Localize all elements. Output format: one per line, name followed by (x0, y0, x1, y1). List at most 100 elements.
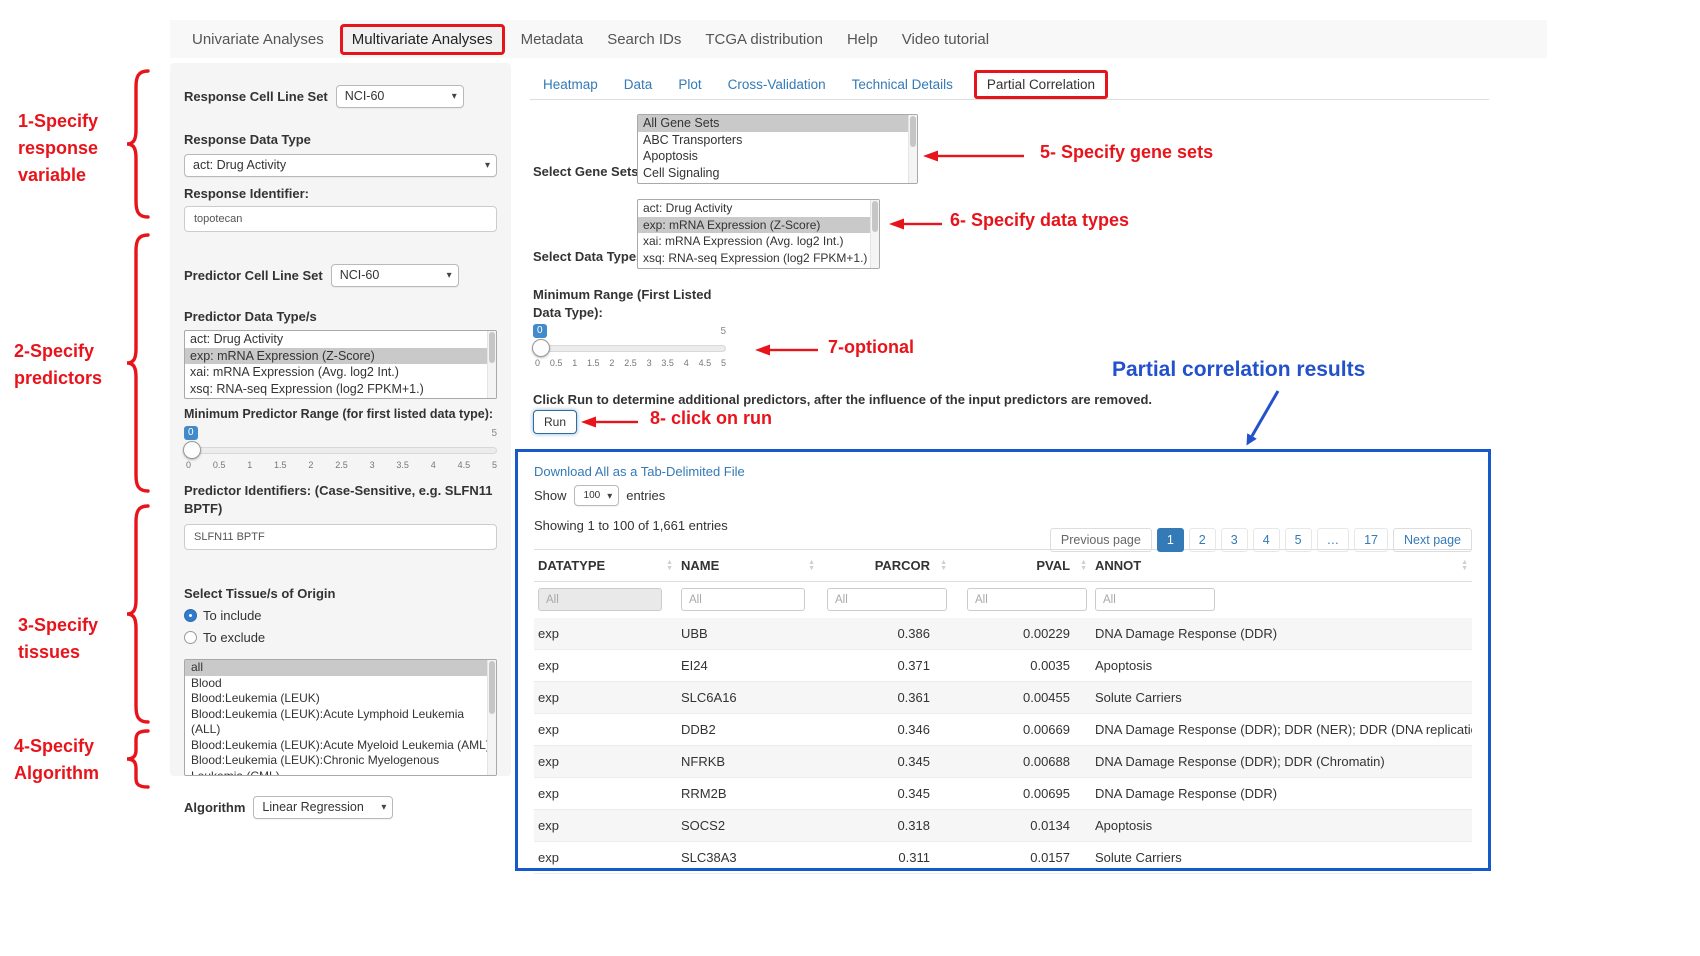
data-types-listbox[interactable]: act: Drug Activity exp: mRNA Expression (… (637, 199, 880, 269)
table-row[interactable]: exp UBB 0.386 0.00229 DNA Damage Respons… (534, 618, 1472, 650)
run-button[interactable]: Run (533, 410, 578, 434)
scrollbar-thumb[interactable] (489, 332, 495, 363)
entries-count-select[interactable]: 100 ▾ (573, 485, 620, 506)
listbox-option[interactable]: exp: mRNA Expression (Z-Score) (638, 216, 879, 233)
page-number-button[interactable]: 3 (1220, 528, 1248, 552)
slider-track[interactable] (533, 345, 726, 352)
page-number-button[interactable]: 1 (1156, 528, 1184, 552)
page-number-button[interactable]: 5 (1284, 528, 1312, 552)
column-header-pval[interactable]: PVAL ▲ ▼ (1036, 558, 1087, 573)
scrollbar[interactable] (487, 331, 496, 398)
next-page-button[interactable]: Next page (1393, 528, 1472, 552)
filter-input-datatype[interactable] (538, 588, 662, 611)
nav-tab[interactable]: Univariate Analyses (192, 30, 324, 48)
page-number-button[interactable]: 2 (1188, 528, 1216, 552)
listbox-option[interactable]: act: Drug Activity (643, 201, 733, 215)
slider-handle[interactable] (183, 441, 201, 459)
nav-tab[interactable]: Metadata (520, 30, 584, 48)
response-data-type-select[interactable]: act: Drug Activity ▾ (184, 154, 497, 177)
table-row[interactable]: exp SLC6A16 0.361 0.00455 Solute Carrier… (534, 682, 1472, 714)
analysis-tab[interactable]: Data (623, 77, 653, 92)
nav-tab[interactable]: Help (846, 30, 878, 48)
filter-input-annot[interactable] (1095, 588, 1215, 611)
filter-input-pval[interactable] (967, 588, 1087, 611)
sort-icon[interactable]: ▲ ▼ (666, 558, 673, 572)
listbox-option[interactable]: Blood:Leukemia (LEUK) (191, 691, 320, 705)
analysis-tab[interactable]: Plot (678, 77, 702, 92)
download-link[interactable]: Download All as a Tab-Delimited File (534, 464, 745, 479)
page-number-button[interactable]: 4 (1252, 528, 1280, 552)
table-row[interactable]: exp NFRKB 0.345 0.00688 DNA Damage Respo… (534, 746, 1472, 778)
column-header-datatype[interactable]: DATATYPE ▲ ▼ (538, 558, 673, 573)
listbox-option[interactable]: Cell Signaling (643, 165, 720, 180)
response-identifier-label: Response Identifier: (184, 186, 309, 201)
listbox-option[interactable]: xsq: RNA-seq Expression (log2 FPKM+1.) (190, 381, 424, 396)
scrollbar-thumb[interactable] (872, 201, 878, 233)
table-row[interactable]: exp EI24 0.371 0.0035 Apoptosis (534, 650, 1472, 682)
scrollbar[interactable] (870, 200, 879, 268)
sort-icon[interactable]: ▲ ▼ (940, 558, 947, 572)
algorithm-select[interactable]: Linear Regression ▾ (253, 796, 394, 819)
min-range-slider[interactable]: 0 5 0 0.5 1 1.5 2 2.5 3 3.5 4 4.5 5 (532, 324, 726, 372)
previous-page-button[interactable]: Previous page (1049, 528, 1152, 552)
listbox-option[interactable]: all (185, 660, 496, 676)
response-cell-line-select[interactable]: NCI-60 ▾ (335, 85, 464, 108)
radio-selected-icon[interactable] (184, 609, 197, 622)
nav-tab[interactable]: Multivariate Analyses (339, 23, 505, 55)
column-header-name[interactable]: NAME ▲ ▼ (681, 558, 815, 573)
slider-track[interactable] (184, 447, 497, 454)
scrollbar-thumb[interactable] (489, 661, 495, 714)
listbox-option[interactable]: Blood:Leukemia (LEUK):Chronic Myelogenou… (191, 753, 440, 776)
page-number-button[interactable]: 17 (1354, 528, 1389, 552)
table-row[interactable]: exp SOCS2 0.318 0.0134 Apoptosis (534, 810, 1472, 842)
nav-tab[interactable]: TCGA distribution (705, 30, 823, 48)
listbox-option[interactable]: Blood:Leukemia (LEUK):Acute Lymphoid Leu… (191, 706, 465, 737)
analysis-tab[interactable]: Cross-Validation (727, 77, 826, 92)
scrollbar-thumb[interactable] (910, 116, 916, 148)
sort-icon[interactable]: ▲ ▼ (808, 558, 815, 572)
listbox-option[interactable]: exp: mRNA Expression (Z-Score) (185, 347, 496, 364)
listbox-option[interactable]: Blood (191, 675, 222, 690)
filter-input-parcor[interactable] (827, 588, 947, 611)
cell-name: SLC38A3 (681, 850, 737, 865)
nav-tab[interactable]: Search IDs (607, 30, 682, 48)
table-row[interactable]: exp RRM2B 0.345 0.00695 DNA Damage Respo… (534, 778, 1472, 810)
column-header-parcor[interactable]: PARCOR ▲ ▼ (874, 558, 947, 573)
listbox-option[interactable]: xai: mRNA Expression (Avg. log2 Int.) (190, 365, 399, 379)
sort-icon[interactable]: ▲ ▼ (1461, 558, 1468, 572)
predictor-range-slider[interactable]: 0 5 0 0.5 1 1.5 2 2.5 3 3.5 4 4.5 5 (183, 426, 497, 474)
listbox-option[interactable]: act: Drug Activity (190, 332, 284, 346)
listbox-option[interactable]: xsq: RNA-seq Expression (log2 FPKM+1.) (643, 250, 868, 265)
scrollbar[interactable] (487, 660, 496, 775)
scrollbar[interactable] (908, 115, 917, 183)
tissue-listbox[interactable]: all Blood Blood:Leukemia (LEUK) Blood:Leuke… (184, 659, 497, 776)
nav-tab[interactable]: Video tutorial (901, 30, 990, 48)
filter-input-name[interactable] (681, 588, 805, 611)
caret-down-icon: ▾ (607, 491, 613, 502)
listbox-option[interactable]: xai: mRNA Expression (Avg. log2 Int.) (643, 234, 844, 248)
column-header-annot[interactable]: ANNOT ▲ ▼ (1095, 558, 1468, 573)
page-number-button[interactable]: … (1316, 528, 1350, 552)
predictor-identifiers-input[interactable] (184, 524, 497, 550)
sort-icon[interactable]: ▲ ▼ (1080, 558, 1087, 572)
analysis-tab[interactable]: Partial Correlation (973, 70, 1108, 99)
listbox-option[interactable]: Blood:Leukemia (LEUK):Acute Myeloid Leuk… (191, 737, 490, 752)
analysis-tab[interactable]: Technical Details (851, 77, 953, 92)
entries-count-value: 100 (583, 490, 601, 501)
table-row[interactable]: exp SLC38A3 0.311 0.0157 Solute Carriers (534, 842, 1472, 874)
listbox-option[interactable]: Apoptosis (643, 149, 698, 163)
predictor-data-types-listbox[interactable]: act: Drug Activity exp: mRNA Expression (… (184, 330, 497, 399)
listbox-option[interactable]: ABC Transporters (643, 132, 743, 147)
analysis-tab[interactable]: Heatmap (543, 77, 598, 92)
tissue-include-radio[interactable]: To include (184, 608, 497, 623)
cell-annot: DNA Damage Response (DDR) (1095, 626, 1278, 641)
tissue-exclude-radio[interactable]: To exclude (184, 630, 497, 645)
radio-unselected-icon[interactable] (184, 631, 197, 644)
predictor-cell-line-select[interactable]: NCI-60 ▾ (330, 264, 459, 287)
listbox-option[interactable]: All Gene Sets (638, 115, 917, 132)
gene-sets-listbox[interactable]: All Gene Sets ABC Transporters Apoptosis Ce… (637, 114, 918, 184)
slider-handle[interactable] (532, 339, 550, 357)
response-identifier-input[interactable] (184, 206, 497, 232)
table-row[interactable]: exp DDB2 0.346 0.00669 DNA Damage Respon… (534, 714, 1472, 746)
slider-tick-label: 4 (430, 460, 436, 470)
